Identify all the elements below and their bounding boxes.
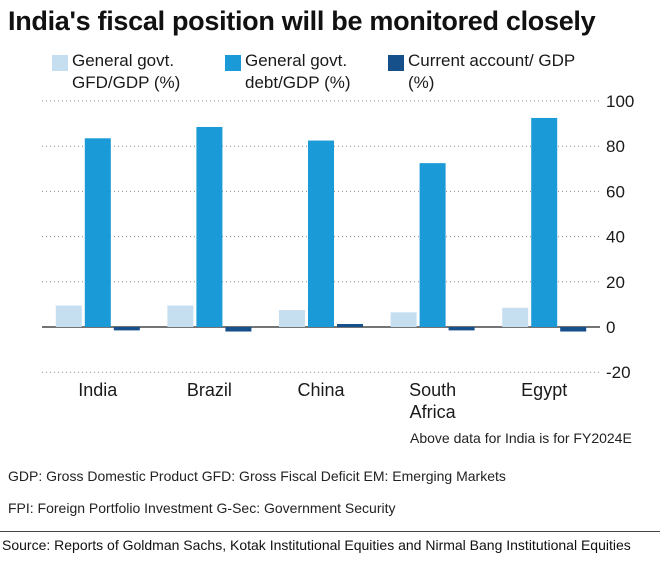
- category-label-line: Egypt: [521, 380, 567, 400]
- source-note: Source: Reports of Goldman Sachs, Kotak …: [2, 537, 631, 553]
- bar-egypt-series-3: [560, 327, 587, 332]
- category-label-line: China: [297, 380, 345, 400]
- bar-india-series-1: [55, 305, 82, 327]
- bar-egypt-series-2: [531, 117, 558, 327]
- glossary-line-2: FPI: Foreign Portfolio Investment G-Sec:…: [8, 500, 396, 516]
- category-label-line: Africa: [410, 402, 457, 422]
- y-tick-label: 80: [606, 137, 625, 156]
- bar-brazil-series-1: [167, 305, 194, 327]
- category-label-line: India: [78, 380, 118, 400]
- legend-label-gfd: General govt. GFD/GDP (%): [72, 51, 181, 92]
- category-label: South Africa: [409, 380, 457, 422]
- chart-title: India's fiscal position will be monitore…: [8, 6, 596, 36]
- legend-swatch-gfd: [52, 55, 68, 71]
- bar-brazil-series-3: [225, 327, 252, 332]
- y-tick-label: 20: [606, 273, 625, 292]
- glossary-line-1: GDP: Gross Domestic Product GFD: Gross F…: [8, 468, 506, 484]
- bar-south-africa-series-2: [419, 163, 446, 327]
- legend-swatch-debt: [225, 55, 241, 71]
- category-label: China: [297, 380, 345, 400]
- bar-south-africa-series-1: [390, 312, 417, 327]
- bar-china-series-1: [279, 310, 305, 327]
- category-label-line: Brazil: [187, 380, 232, 400]
- bar-china-series-3: [337, 324, 363, 327]
- category-label-line: South: [409, 380, 456, 400]
- divider: [0, 531, 660, 532]
- bar-south-africa-series-3: [448, 327, 475, 331]
- legend: General govt. GFD/GDP (%) General govt. …: [0, 50, 660, 110]
- bar-india-series-2: [84, 138, 111, 327]
- y-tick-label: 100: [606, 92, 634, 111]
- bar-egypt-series-1: [502, 307, 529, 327]
- bar-brazil-series-2: [196, 126, 223, 328]
- legend-swatch-cad: [388, 55, 404, 71]
- category-label: India: [78, 380, 118, 400]
- bar-china-series-2: [308, 140, 334, 327]
- category-label: Egypt: [521, 380, 567, 400]
- y-tick-label: 0: [606, 318, 615, 337]
- legend-label-cad: Current account/ GDP (%): [408, 51, 575, 92]
- bar-chart: 100 80 60 40 20 0 -20 India Brazil China South Afri…: [42, 92, 634, 422]
- legend-label-debt: General govt. debt/GDP (%): [245, 51, 351, 92]
- y-tick-label: -20: [606, 363, 631, 382]
- bar-india-series-3: [113, 327, 140, 331]
- y-tick-label: 40: [606, 228, 625, 247]
- category-label: Brazil: [187, 380, 232, 400]
- y-tick-label: 60: [606, 182, 625, 201]
- data-note: Above data for India is for FY2024E: [410, 430, 632, 446]
